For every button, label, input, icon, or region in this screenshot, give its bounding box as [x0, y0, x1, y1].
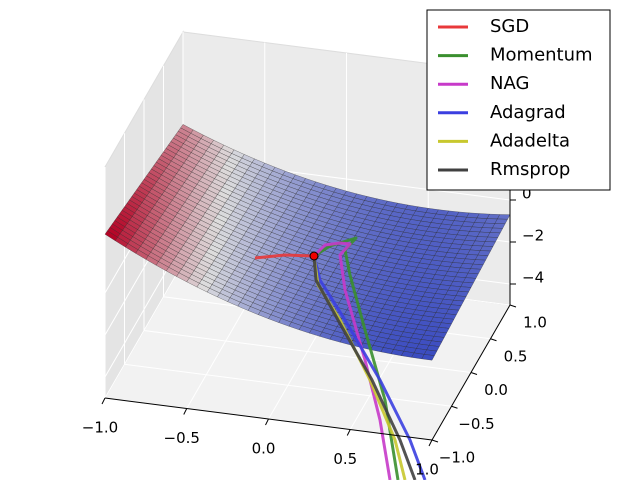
legend-label: Momentum	[490, 45, 593, 66]
surface-patch	[482, 241, 496, 247]
surface-patch	[494, 218, 508, 224]
y-tick	[509, 304, 517, 308]
y-tick	[490, 338, 497, 342]
trajectory	[312, 255, 427, 480]
x-tick	[428, 439, 433, 447]
surface-patch	[477, 250, 491, 256]
y-tick-label: 1.0	[523, 314, 547, 332]
legend-label: Rmsprop	[490, 159, 570, 180]
surface-patch	[470, 263, 484, 270]
y-axis	[431, 304, 511, 441]
surface	[104, 124, 511, 361]
surface-patch	[465, 272, 479, 279]
surface-patch	[421, 354, 435, 361]
z-tick-label: −2	[522, 227, 544, 245]
surface-patch	[475, 254, 489, 261]
legend-label: NAG	[490, 73, 529, 94]
x-tick-label: 1.0	[415, 461, 439, 479]
surface-patch	[479, 245, 494, 252]
ticks: −1.0−0.50.00.51.0−1.0−0.50.00.51.0−4−20	[82, 179, 547, 479]
trajectory	[312, 255, 417, 480]
x-tick	[101, 397, 106, 405]
legend: SGD Momentum NAG Adagrad Adadelta Rmsprop	[426, 9, 611, 191]
y-tick-label: 0.0	[484, 381, 508, 399]
x-tick-label: −1.0	[82, 419, 118, 437]
y-tick	[451, 405, 458, 409]
x-tick-label: 0.5	[333, 450, 357, 468]
trajectory	[312, 241, 392, 480]
y-tick-label: −1.0	[439, 449, 475, 467]
surface-patch	[484, 236, 499, 243]
x-tick-label: 0.0	[252, 440, 276, 458]
trajectory	[254, 253, 315, 260]
x-axis	[104, 397, 433, 441]
legend-label: SGD	[490, 16, 529, 37]
surface-patch	[487, 232, 501, 238]
surface-patch	[472, 259, 486, 265]
surface-patch	[489, 227, 503, 234]
y-tick-label: 0.5	[504, 347, 528, 365]
x-tick	[346, 429, 351, 436]
legend-label: Adadelta	[490, 130, 570, 151]
x-tick	[183, 408, 188, 415]
trajectories	[254, 236, 427, 480]
x-tick-label: −0.5	[164, 429, 200, 447]
surface-patch	[497, 214, 511, 220]
y-tick	[470, 372, 478, 375]
z-tick-label: −4	[522, 269, 544, 287]
grid-line	[143, 99, 472, 373]
z-tick-label: 0	[522, 185, 532, 203]
x-tick	[265, 418, 269, 426]
legend-label: Adagrad	[490, 102, 566, 123]
surface-patch	[462, 277, 477, 284]
y-tick	[431, 439, 439, 443]
y-tick-label: −0.5	[458, 415, 494, 433]
surface-patch	[492, 223, 506, 229]
surface-patch	[467, 268, 482, 274]
legend-box	[426, 9, 611, 191]
start-point	[309, 251, 319, 261]
